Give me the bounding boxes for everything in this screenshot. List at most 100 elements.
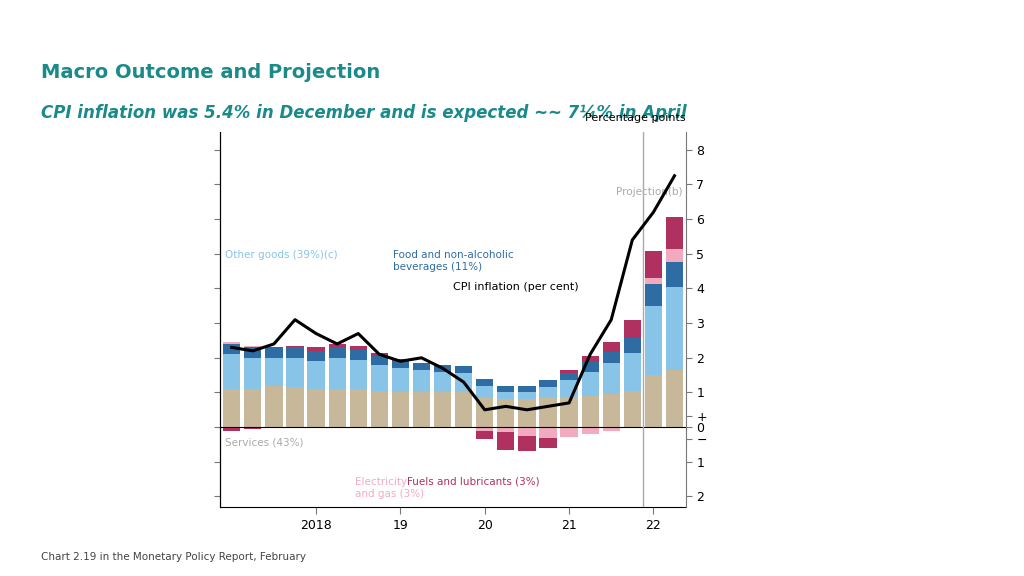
Bar bbox=[666, 217, 683, 249]
Text: Food and non-alcoholic
beverages (11%): Food and non-alcoholic beverages (11%) bbox=[392, 251, 513, 272]
Bar bbox=[602, 352, 620, 363]
Bar bbox=[476, 427, 494, 431]
Bar bbox=[602, 363, 620, 394]
Bar bbox=[349, 346, 367, 350]
Bar bbox=[624, 320, 641, 338]
Bar bbox=[265, 358, 283, 385]
Bar bbox=[540, 438, 557, 448]
Bar bbox=[666, 249, 683, 262]
Bar bbox=[645, 251, 663, 278]
Bar bbox=[645, 375, 663, 427]
Bar bbox=[287, 358, 304, 387]
Bar bbox=[476, 378, 494, 385]
Bar bbox=[244, 346, 261, 347]
Bar bbox=[560, 370, 578, 373]
Bar bbox=[265, 385, 283, 427]
Bar bbox=[476, 431, 494, 439]
Bar bbox=[666, 370, 683, 427]
Bar bbox=[602, 394, 620, 427]
Bar bbox=[645, 285, 663, 306]
Bar bbox=[518, 427, 536, 436]
Bar bbox=[329, 389, 346, 427]
Bar bbox=[265, 347, 283, 358]
Bar bbox=[392, 359, 409, 361]
Bar bbox=[498, 427, 514, 433]
Bar bbox=[329, 347, 346, 358]
Bar bbox=[434, 372, 452, 392]
Text: Macro Outcome and Projection: Macro Outcome and Projection bbox=[41, 63, 380, 82]
Bar bbox=[476, 385, 494, 397]
Bar bbox=[602, 342, 620, 352]
Bar bbox=[434, 392, 452, 427]
Bar bbox=[518, 392, 536, 399]
Bar bbox=[540, 427, 557, 438]
Bar bbox=[371, 365, 388, 391]
Bar bbox=[540, 387, 557, 397]
Bar bbox=[349, 389, 367, 427]
Bar bbox=[307, 361, 325, 389]
Bar bbox=[371, 353, 388, 356]
Bar bbox=[223, 354, 241, 389]
Bar bbox=[666, 287, 683, 370]
Text: Chart 2.19 in the Monetary Policy Report, February: Chart 2.19 in the Monetary Policy Report… bbox=[41, 552, 306, 562]
Bar bbox=[666, 262, 683, 287]
Bar bbox=[624, 353, 641, 391]
Text: Electricity
and gas (3%): Electricity and gas (3%) bbox=[355, 477, 424, 498]
Bar bbox=[582, 372, 599, 396]
Bar bbox=[455, 366, 472, 373]
Bar bbox=[498, 399, 514, 427]
Bar bbox=[560, 397, 578, 427]
Bar bbox=[223, 427, 241, 431]
Bar bbox=[223, 344, 241, 354]
Bar bbox=[518, 436, 536, 452]
Bar bbox=[413, 363, 430, 370]
Bar bbox=[624, 391, 641, 427]
Bar bbox=[371, 356, 388, 365]
Bar bbox=[582, 356, 599, 362]
Bar bbox=[244, 358, 261, 389]
Bar bbox=[645, 278, 663, 285]
Bar bbox=[223, 389, 241, 427]
Bar bbox=[498, 392, 514, 399]
Bar bbox=[244, 347, 261, 358]
Text: CPI inflation was 5.4% in December and is expected ~~ 7¼% in April: CPI inflation was 5.4% in December and i… bbox=[41, 104, 687, 122]
Text: Percentage points: Percentage points bbox=[586, 113, 686, 123]
Bar bbox=[582, 396, 599, 427]
Bar bbox=[307, 389, 325, 427]
Bar bbox=[329, 344, 346, 347]
Text: Projection(b): Projection(b) bbox=[616, 187, 683, 197]
Bar bbox=[349, 350, 367, 359]
Bar bbox=[349, 359, 367, 389]
Bar bbox=[287, 347, 304, 358]
Bar bbox=[434, 365, 452, 372]
Bar bbox=[371, 391, 388, 427]
Bar bbox=[624, 338, 641, 353]
Bar bbox=[244, 389, 261, 427]
Text: Services (43%): Services (43%) bbox=[225, 438, 303, 448]
Bar bbox=[392, 392, 409, 427]
Bar bbox=[329, 358, 346, 389]
Bar bbox=[455, 373, 472, 392]
Bar bbox=[498, 433, 514, 450]
Bar bbox=[307, 347, 325, 351]
Text: Fuels and lubricants (3%): Fuels and lubricants (3%) bbox=[407, 477, 540, 487]
Bar bbox=[518, 385, 536, 392]
Bar bbox=[582, 427, 599, 434]
Bar bbox=[392, 368, 409, 392]
Bar bbox=[476, 397, 494, 427]
Text: Other goods (39%)(c): Other goods (39%)(c) bbox=[225, 251, 338, 260]
Bar bbox=[223, 342, 241, 344]
Bar bbox=[602, 427, 620, 431]
Bar bbox=[582, 362, 599, 372]
Bar bbox=[307, 351, 325, 361]
Bar bbox=[645, 306, 663, 375]
Bar bbox=[498, 385, 514, 392]
Bar bbox=[287, 346, 304, 347]
Bar bbox=[560, 427, 578, 437]
Bar bbox=[560, 373, 578, 380]
Bar bbox=[540, 380, 557, 387]
Bar bbox=[287, 387, 304, 427]
Text: CPI inflation (per cent): CPI inflation (per cent) bbox=[453, 282, 579, 292]
Bar bbox=[560, 380, 578, 397]
Bar bbox=[413, 392, 430, 427]
